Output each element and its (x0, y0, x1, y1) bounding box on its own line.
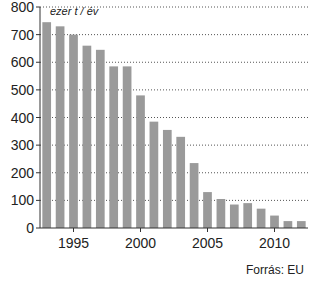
grid-line (40, 117, 308, 118)
y-tick (36, 7, 40, 8)
y-tick (36, 34, 40, 35)
y-tick-label: 300 (11, 137, 35, 153)
y-axis (40, 7, 41, 228)
source-note: Forrás: EU (246, 263, 304, 277)
x-tick (73, 228, 74, 232)
bar (109, 66, 118, 228)
y-tick (36, 145, 40, 146)
grid-line (40, 62, 308, 63)
bar (243, 203, 252, 228)
bar (163, 130, 172, 228)
y-tick-label: 800 (11, 0, 35, 15)
chart-container: 0 100 200 300 400 500 600 700 800 1995 2000 2005 201… (0, 0, 310, 281)
x-tick (207, 228, 208, 232)
bar (136, 95, 145, 228)
x-tick (140, 228, 141, 232)
grid-line (40, 34, 308, 35)
y-axis-label: ezer t / év (50, 5, 100, 17)
bar (217, 199, 226, 228)
bar (230, 205, 239, 228)
x-tick-label: 2000 (125, 235, 156, 251)
grid-line (40, 200, 308, 201)
y-tick-label: 0 (26, 220, 34, 236)
bar (150, 122, 159, 228)
bar (176, 137, 185, 228)
bar (42, 22, 51, 228)
grid-line (40, 89, 308, 90)
y-tick-label: 500 (11, 82, 35, 98)
bar (203, 192, 212, 228)
x-tick-label: 2010 (259, 235, 290, 251)
y-tick-label: 400 (11, 110, 35, 126)
bar (69, 35, 78, 228)
y-tick (36, 62, 40, 63)
x-tick-label: 1995 (58, 235, 89, 251)
y-tick-label: 600 (11, 54, 35, 70)
bars (42, 22, 305, 228)
chart: 0 100 200 300 400 500 600 700 800 1995 2000 2005 201… (0, 0, 310, 281)
y-tick (36, 228, 40, 229)
y-tick (36, 172, 40, 173)
bar (257, 209, 266, 228)
x-tick-label: 2005 (192, 235, 223, 251)
bar (83, 46, 92, 228)
bar (297, 221, 306, 228)
bar (96, 50, 105, 228)
y-tick-label: 100 (11, 192, 35, 208)
bar (190, 163, 199, 228)
bar (284, 221, 293, 228)
x-tick (274, 228, 275, 232)
y-tick-label: 700 (11, 27, 35, 43)
y-tick-label: 200 (11, 165, 35, 181)
bar (123, 66, 132, 228)
grid-line (40, 172, 308, 173)
y-tick (36, 89, 40, 90)
x-axis (40, 228, 308, 229)
grid-line (40, 145, 308, 146)
bar (56, 26, 65, 228)
bar (270, 216, 279, 228)
y-tick (36, 200, 40, 201)
y-tick (36, 117, 40, 118)
